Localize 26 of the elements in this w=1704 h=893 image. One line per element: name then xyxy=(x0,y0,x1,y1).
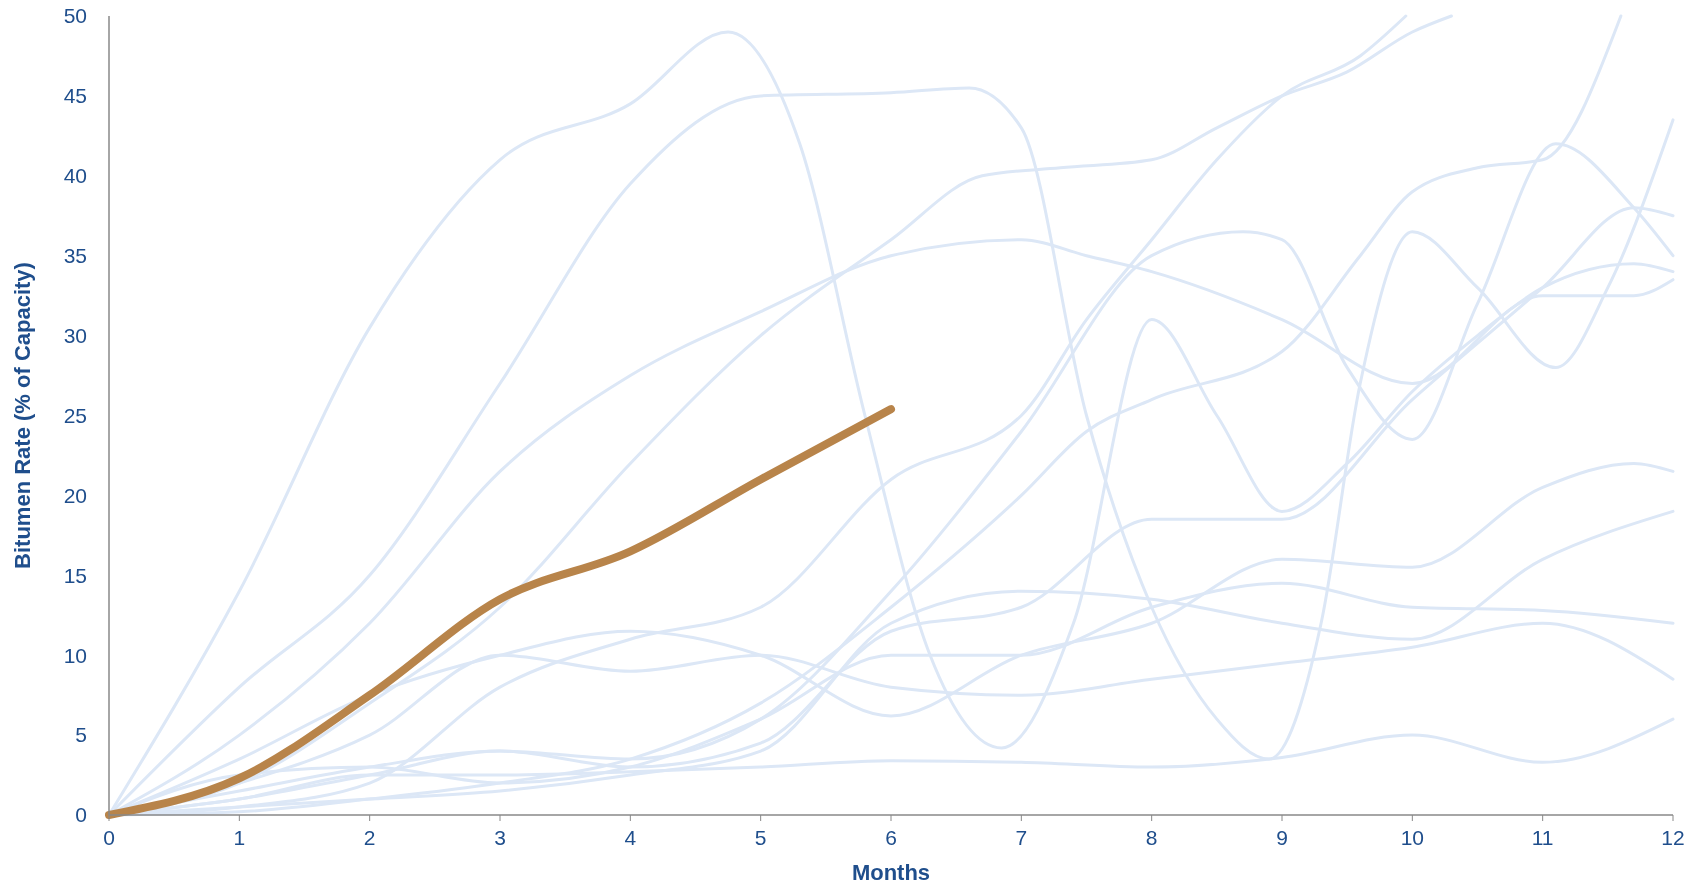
x-tick-label: 12 xyxy=(1661,826,1685,849)
x-tick-label: 8 xyxy=(1145,826,1158,849)
x-tick-label: 2 xyxy=(363,826,376,849)
y-tick-label: 30 xyxy=(63,323,87,347)
x-tick-label: 6 xyxy=(885,826,897,849)
x-tick-label: 3 xyxy=(494,826,506,849)
y-tick-label: 0 xyxy=(75,803,87,827)
x-axis-title: Months xyxy=(851,860,931,885)
y-axis-title: Bitumen Rate (% of Capacity) xyxy=(10,262,35,569)
y-tick-label: 45 xyxy=(63,84,87,108)
y-tick-label: 5 xyxy=(75,723,87,747)
y-tick-label: 15 xyxy=(63,563,87,587)
x-tick-label: 4 xyxy=(624,826,637,849)
x-tick-label: 9 xyxy=(1276,826,1288,849)
x-tick-label: 5 xyxy=(754,826,767,849)
y-tick-label: 10 xyxy=(63,643,87,667)
y-tick-label: 25 xyxy=(63,403,87,427)
y-tick-label: 40 xyxy=(63,164,87,188)
y-tick-label: 20 xyxy=(63,483,87,507)
y-tick-label: 50 xyxy=(63,4,87,28)
x-tick-label: 0 xyxy=(103,826,115,849)
y-tick-label: 35 xyxy=(63,244,87,268)
x-tick-label: 7 xyxy=(1015,826,1028,849)
x-tick-label: 1 xyxy=(233,826,246,849)
x-tick-label: 10 xyxy=(1400,826,1425,849)
x-tick-label: 11 xyxy=(1531,826,1554,849)
